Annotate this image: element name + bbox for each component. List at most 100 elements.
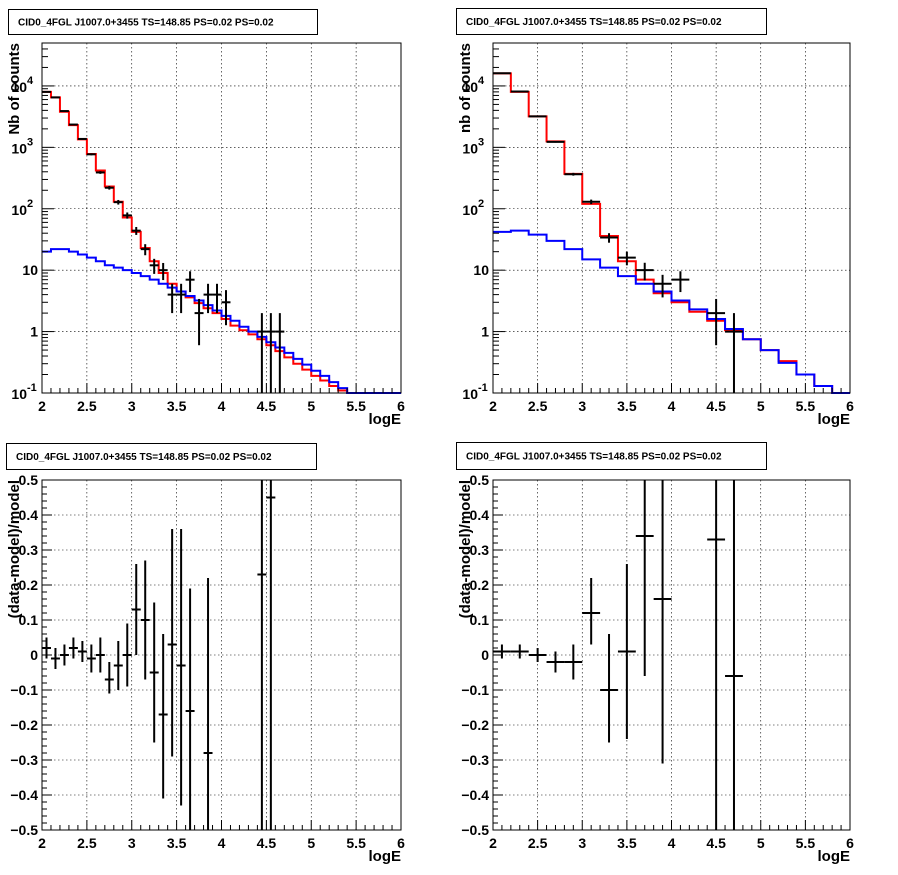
- y-tick-label: −0.1: [461, 682, 489, 698]
- data-point: [140, 560, 150, 680]
- y-axis-label: (data-model)/model: [6, 480, 23, 618]
- x-axis-label: logE: [369, 411, 402, 428]
- y-tick-label: −0.5: [461, 822, 489, 838]
- y-tick-label: 1: [30, 324, 38, 340]
- data-point: [617, 251, 636, 266]
- chart-title: CID0_4FGL J1007.0+3455 TS=148.85 PS=0.02…: [18, 18, 274, 29]
- data-point: [266, 480, 276, 830]
- data-point: [725, 313, 743, 393]
- x-tick-label: 4: [668, 835, 676, 851]
- x-tick-label: 2.5: [528, 398, 548, 414]
- y-tick-label: 0.5: [470, 472, 490, 488]
- data-point: [203, 578, 213, 830]
- x-axis-label: logE: [818, 848, 851, 865]
- y-tick-label: −0.4: [10, 787, 38, 803]
- chart-panel-bottom-left: CID0_4FGL J1007.0+3455 TS=148.85 PS=0.02…: [6, 443, 405, 865]
- data-point: [131, 564, 141, 655]
- x-tick-label: 5: [757, 398, 765, 414]
- y-tick-label: 0.1: [470, 612, 490, 628]
- data-point: [257, 480, 267, 830]
- title-box: [456, 8, 767, 35]
- x-tick-label: 6: [397, 835, 405, 851]
- y-tick-label-exponent: 3: [27, 136, 33, 148]
- data-point: [185, 271, 195, 293]
- y-tick-label-exponent: 4: [27, 75, 34, 87]
- y-tick-label-base: 10: [462, 386, 478, 402]
- y-tick-label: 1: [481, 324, 489, 340]
- chart-title: CID0_4FGL J1007.0+3455 TS=148.85 PS=0.02…: [466, 452, 722, 463]
- data-point: [59, 644, 69, 666]
- y-tick-label: −0.3: [461, 752, 489, 768]
- y-tick-label: 10: [473, 262, 489, 278]
- x-axis-label: logE: [369, 848, 402, 865]
- data-point: [275, 313, 285, 393]
- x-axis-label: logE: [818, 411, 851, 428]
- data-point: [50, 96, 60, 99]
- data-point: [176, 283, 186, 314]
- y-tick-label: 0: [30, 647, 38, 663]
- y-ticks: −0.5 −0.4 −0.3 −0.2 −0.1 0 0.1 0.2 0.3 0.4 0.5: [10, 472, 52, 838]
- data-point: [86, 644, 96, 673]
- chart-title: CID0_4FGL J1007.0+3455 TS=148.85 PS=0.02…: [16, 452, 272, 463]
- x-ticks: 2 2.5 3 3.5 4 4.5 5 5.5 6: [489, 383, 854, 414]
- data-point: [671, 271, 690, 293]
- data-point: [221, 290, 231, 326]
- x-ticks: 2 2.5 3 3.5 4 4.5 5 5.5 6: [489, 820, 854, 851]
- x-tick-label: 3: [578, 398, 586, 414]
- data-point: [510, 644, 529, 659]
- data-point: [257, 313, 267, 393]
- x-tick-label: 2: [38, 398, 46, 414]
- histogram-series-blue: [493, 229, 850, 394]
- y-tick-label-exponent: 4: [478, 75, 485, 87]
- x-tick-label: 5.5: [346, 398, 366, 414]
- data-point: [140, 244, 150, 256]
- y-tick-label-base: 10: [11, 79, 27, 95]
- data-point: [131, 226, 141, 235]
- y-tick-label: −0.2: [10, 717, 38, 733]
- data-point: [266, 313, 276, 393]
- y-tick-label: 0.4: [19, 507, 39, 523]
- x-tick-label: 2.5: [77, 398, 97, 414]
- x-tick-label: 5: [757, 835, 765, 851]
- data-point: [600, 634, 618, 743]
- data-point: [95, 637, 105, 673]
- data-point: [546, 651, 565, 673]
- data-point: [582, 578, 601, 645]
- data-point: [113, 199, 123, 205]
- data-points: [493, 480, 743, 830]
- y-tick-label-base: 10: [11, 202, 27, 218]
- x-tick-label: 4: [218, 835, 226, 851]
- x-tick-label: 3.5: [617, 398, 637, 414]
- x-tick-label: 4.5: [257, 398, 277, 414]
- data-point: [493, 644, 511, 659]
- x-ticks: 2 2.5 3 3.5 4 4.5 5 5.5 6: [38, 383, 405, 414]
- data-point: [95, 171, 105, 174]
- data-point: [203, 283, 213, 314]
- data-point: [617, 564, 636, 739]
- data-point: [68, 123, 78, 126]
- x-ticks: 2 2.5 3 3.5 4 4.5 5 5.5 6: [38, 820, 405, 851]
- y-tick-label-base: 10: [462, 79, 478, 95]
- x-tick-label: 4.5: [257, 835, 277, 851]
- x-tick-label: 3: [578, 835, 586, 851]
- y-tick-label-base: 10: [462, 140, 478, 156]
- data-point: [194, 298, 204, 346]
- x-tick-label: 3.5: [617, 835, 637, 851]
- data-point: [77, 641, 87, 662]
- y-tick-label: 0.1: [19, 612, 39, 628]
- x-tick-label: 6: [397, 398, 405, 414]
- data-point: [635, 262, 654, 281]
- histogram-series-red: [493, 72, 850, 394]
- data-point: [510, 90, 529, 93]
- data-point: [167, 283, 177, 314]
- data-point: [653, 480, 672, 764]
- data-point: [149, 602, 159, 743]
- grid: [493, 43, 850, 393]
- data-point: [122, 623, 132, 687]
- x-tick-label: 4.5: [706, 835, 726, 851]
- data-points: [42, 90, 285, 393]
- y-tick-label-exponent: 3: [478, 136, 484, 148]
- data-point: [104, 185, 114, 190]
- y-ticks: −0.5 −0.4 −0.3 −0.2 −0.1 0 0.1 0.2 0.3 0.4 0.5: [461, 472, 503, 838]
- y-tick-label-base: 10: [462, 202, 478, 218]
